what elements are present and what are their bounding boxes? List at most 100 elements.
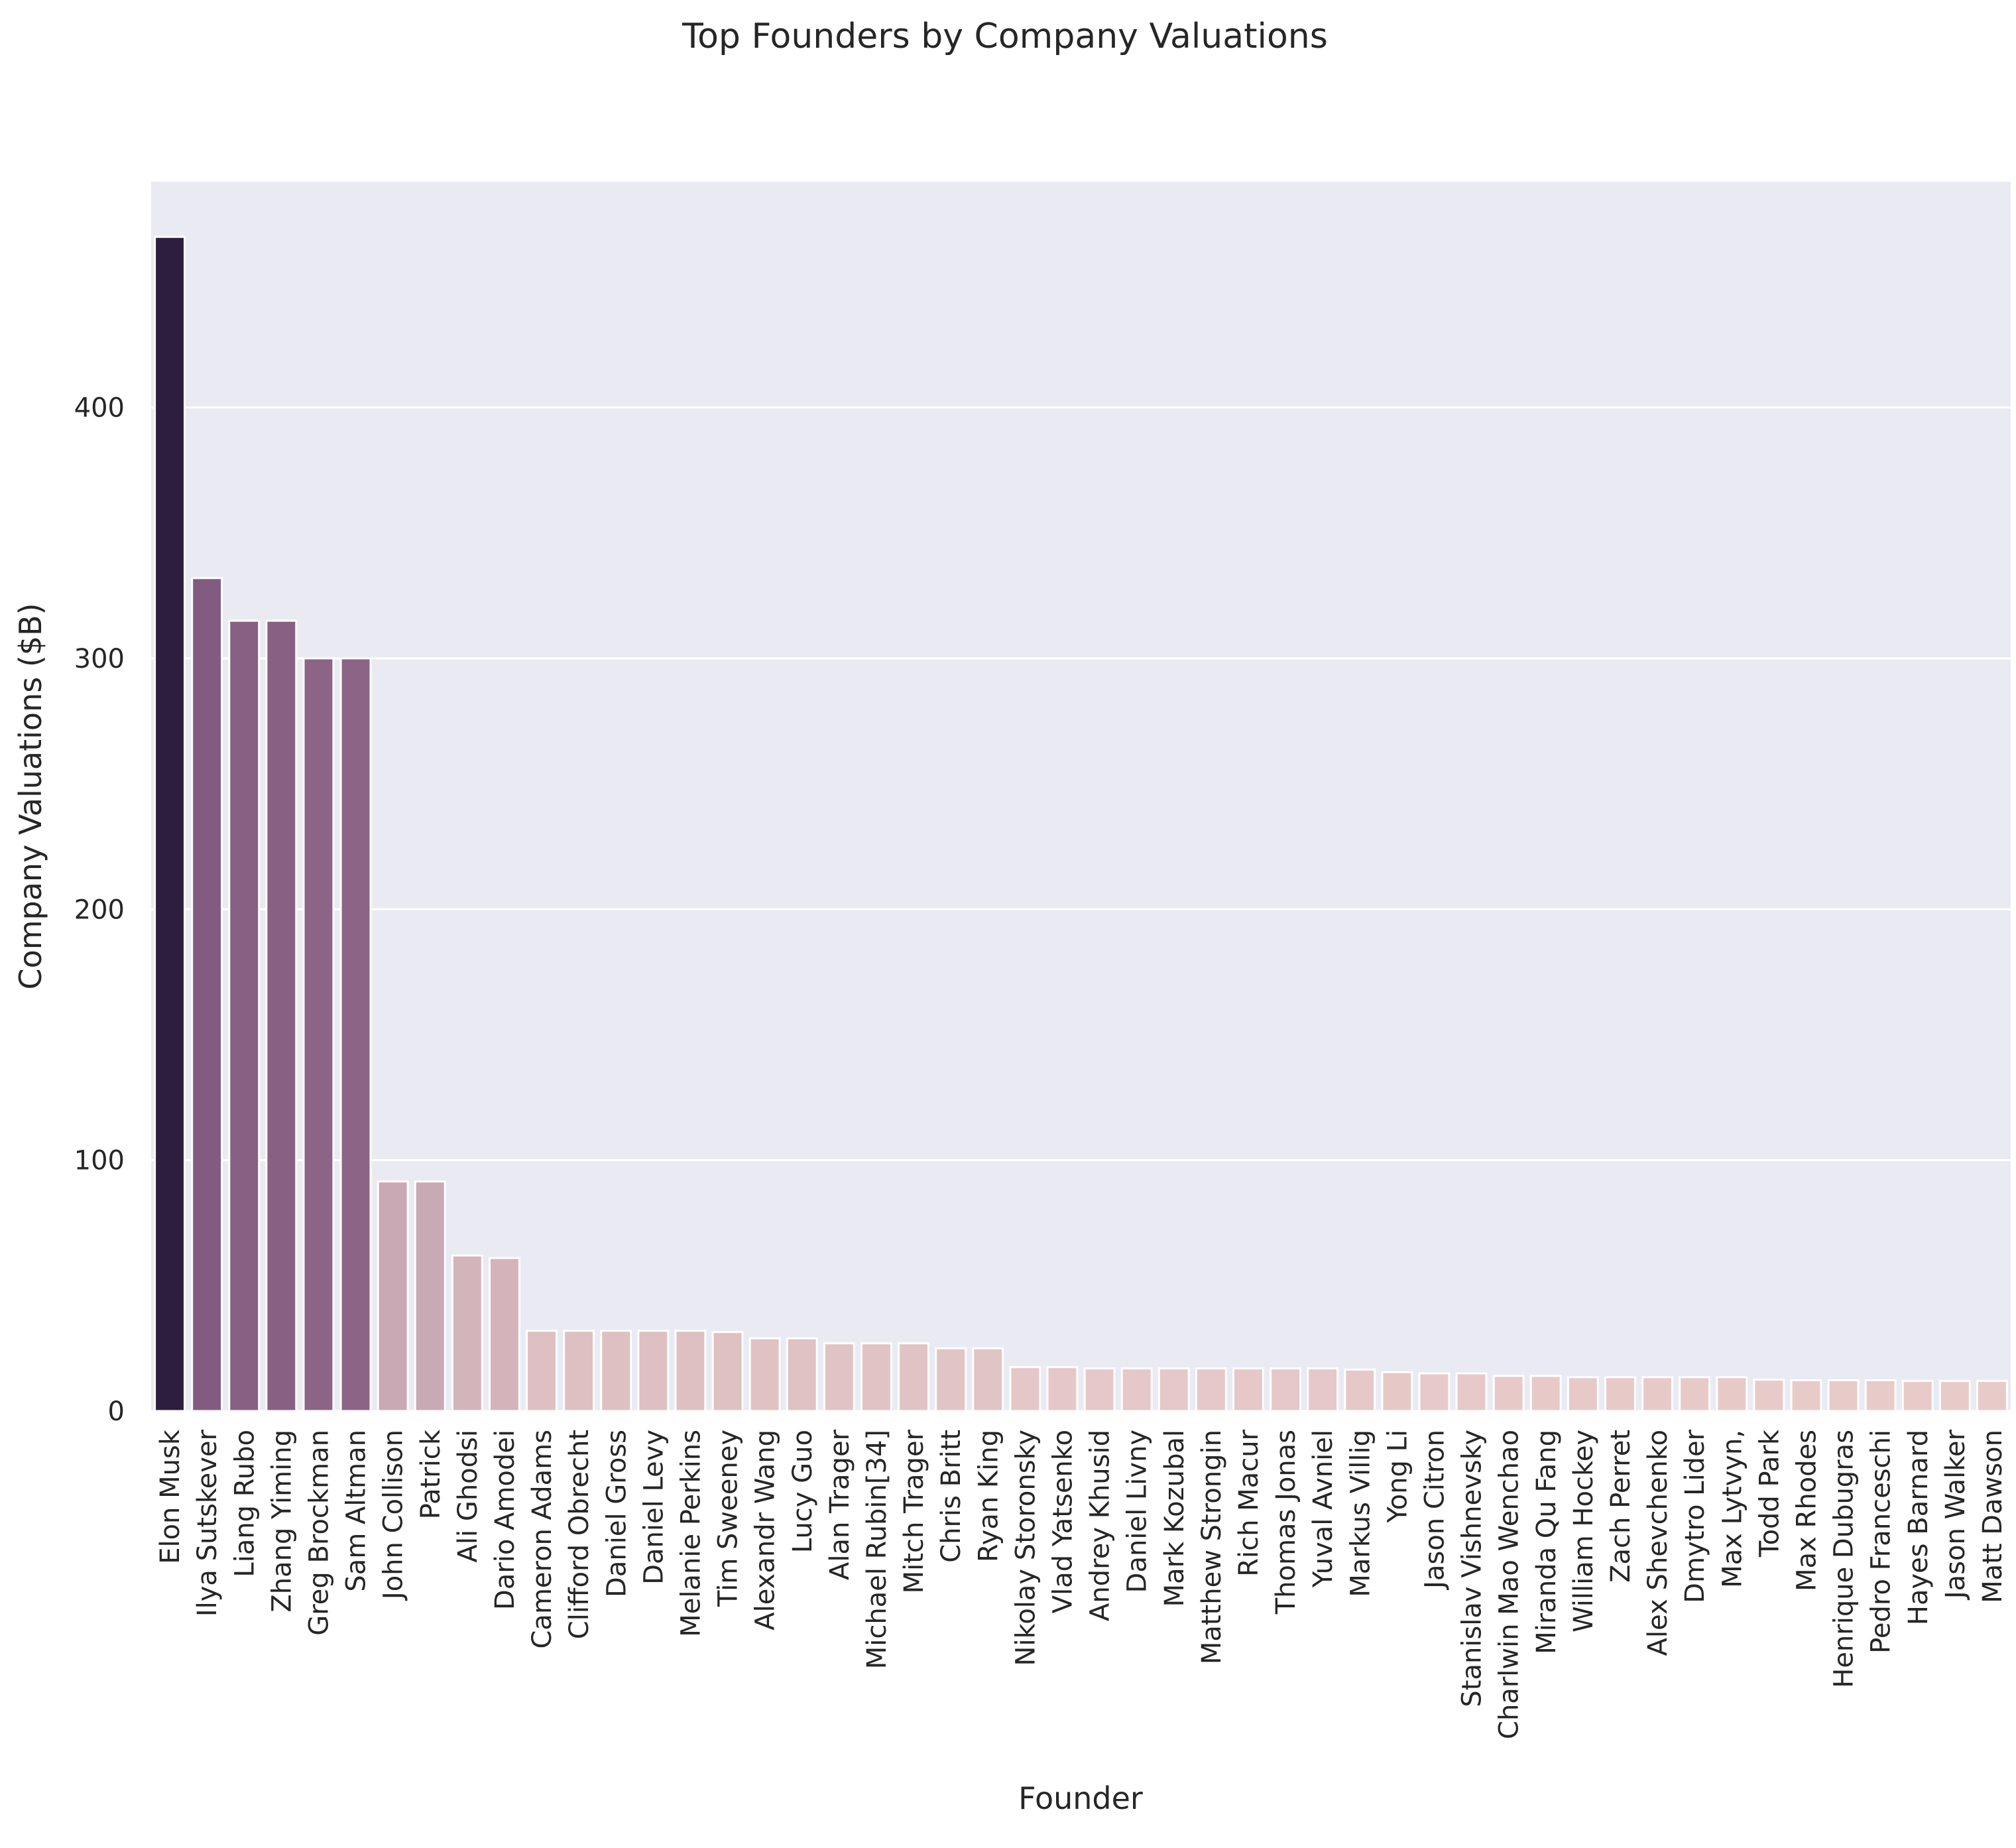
x-tick-label: Daniel Levy: [638, 1430, 669, 1585]
x-tick-label: Alan Trager: [825, 1429, 855, 1580]
x-tick-label: Ali Ghodsi: [453, 1430, 483, 1562]
bar: [1827, 1379, 1860, 1412]
bar: [265, 619, 298, 1412]
bar: [1567, 1376, 1599, 1412]
bar: [674, 1329, 707, 1412]
x-tick-label: William Hockey: [1569, 1430, 1599, 1632]
x-tick-label: Sam Altman: [341, 1430, 372, 1592]
x-tick-label: Daniel Livny: [1122, 1430, 1153, 1593]
x-tick-label: Alex Shevchenko: [1643, 1430, 1673, 1656]
x-tick-label: Greg Brockman: [304, 1430, 334, 1636]
bar: [1046, 1366, 1079, 1412]
bar: [451, 1254, 483, 1412]
x-tick-label: Zach Perret: [1606, 1430, 1636, 1583]
x-axis-label: Founder: [1018, 1780, 1143, 1816]
y-tick-label: 300: [74, 644, 125, 674]
bar: [154, 235, 186, 1412]
x-tick-label: Cameron Adams: [527, 1430, 558, 1649]
x-tick-label: Todd Park: [1754, 1429, 1785, 1558]
bar: [1901, 1380, 1934, 1412]
x-tick-labels: Elon Musk Ilya Sutskever Liang Rubo Zhang Y…: [155, 1429, 2008, 1739]
bar: [1009, 1366, 1041, 1412]
bar: [786, 1337, 818, 1412]
x-tick-label: Elon Musk: [155, 1429, 186, 1564]
x-tick-label: Daniel Gross: [601, 1430, 632, 1597]
bar: [1938, 1380, 1971, 1412]
bar: [1344, 1369, 1376, 1412]
y-tick-label: 400: [74, 393, 125, 424]
x-tick-label: Vlad Yatsenko: [1047, 1430, 1078, 1613]
x-tick-label: Jason Citron: [1419, 1430, 1450, 1591]
bar: [377, 1180, 409, 1412]
x-tick-label: Miranda Qu Fang: [1531, 1430, 1562, 1654]
bar: [1120, 1367, 1153, 1412]
y-tick-label: 200: [74, 894, 125, 925]
x-tick-label: Patrick: [416, 1429, 446, 1519]
x-tick-label: Jason Walker: [1940, 1429, 1971, 1601]
bar: [1157, 1367, 1190, 1412]
x-tick-label: Tim Sweeney: [713, 1430, 744, 1607]
x-tick-label: Dmytro Lider: [1680, 1429, 1710, 1603]
x-tick-label: Clifford Obrecht: [564, 1430, 595, 1639]
bar: [339, 657, 372, 1412]
x-tick-label: Liang Rubo: [229, 1430, 260, 1577]
x-tick-label: Yuval Avniel: [1308, 1430, 1338, 1588]
x-tick-label: Thomas Jonas: [1271, 1430, 1301, 1615]
x-tick-label: Michael Rubin[34]: [862, 1430, 892, 1669]
x-tick-label: Max Lytvyn,: [1717, 1430, 1748, 1588]
bar: [526, 1329, 558, 1412]
bar: [228, 619, 261, 1412]
bar: [711, 1331, 744, 1412]
bar: [563, 1329, 595, 1412]
x-tick-label: Charlwin Mao Wenchao: [1494, 1430, 1525, 1739]
bar: [1604, 1376, 1636, 1412]
y-axis-label: Company Valuations ($B): [13, 603, 48, 989]
bar: [1976, 1380, 2008, 1412]
bar: [860, 1342, 892, 1412]
bar: [1529, 1375, 1562, 1412]
chart-title: Top Founders by Company Valuations: [682, 17, 1328, 56]
bar: [1492, 1375, 1525, 1412]
bar: [748, 1337, 781, 1412]
x-tick-label: Rich Macur: [1234, 1429, 1264, 1576]
x-tick-label: Pedro Franceschi: [1866, 1430, 1897, 1654]
bar: [414, 1180, 446, 1412]
bar: [1864, 1379, 1897, 1412]
x-tick-label: Henrique Dubugras: [1829, 1430, 1860, 1688]
plot-area: [151, 182, 2011, 1411]
bar: [1679, 1376, 1711, 1412]
bar: [1753, 1379, 1785, 1412]
x-tick-label: Ilya Sutskever: [192, 1429, 223, 1617]
x-tick-label: Melanie Perkins: [676, 1430, 706, 1637]
bar: [935, 1347, 967, 1412]
x-tick-label: Markus Villig: [1345, 1430, 1376, 1597]
bar: [191, 577, 223, 1412]
bar: [1418, 1372, 1451, 1412]
x-tick-label: Zhang Yiming: [267, 1430, 297, 1613]
bar: [1716, 1376, 1748, 1412]
x-tick-label: Ryan King: [973, 1430, 1004, 1562]
y-tick-label: 0: [108, 1396, 125, 1427]
x-tick-label: Yong Li: [1382, 1430, 1413, 1523]
bars: [154, 235, 2008, 1412]
bar: [1641, 1376, 1673, 1412]
x-tick-label: Chris Britt: [936, 1430, 967, 1563]
bar: [1381, 1371, 1413, 1412]
bar: [1270, 1367, 1301, 1412]
x-tick-label: Matt Dawson: [1978, 1430, 2008, 1603]
bar: [1790, 1379, 1822, 1412]
bar: [898, 1342, 929, 1412]
bar: [1307, 1367, 1339, 1412]
bar: [1083, 1367, 1116, 1412]
y-tick-label: 100: [74, 1146, 125, 1176]
x-tick-label: Andrey Khusid: [1085, 1430, 1116, 1621]
x-tick-label: Alexandr Wang: [750, 1430, 781, 1631]
bar: [1195, 1367, 1227, 1412]
x-tick-label: Mitch Trager: [899, 1429, 929, 1593]
x-tick-label: Lucy Guo: [788, 1430, 818, 1553]
y-tick-labels: 0 100 200 300 400: [74, 393, 125, 1427]
x-tick-label: Max Rhodes: [1791, 1430, 1822, 1591]
x-tick-label: Matthew Strongin: [1197, 1430, 1227, 1664]
bar: [489, 1257, 520, 1412]
